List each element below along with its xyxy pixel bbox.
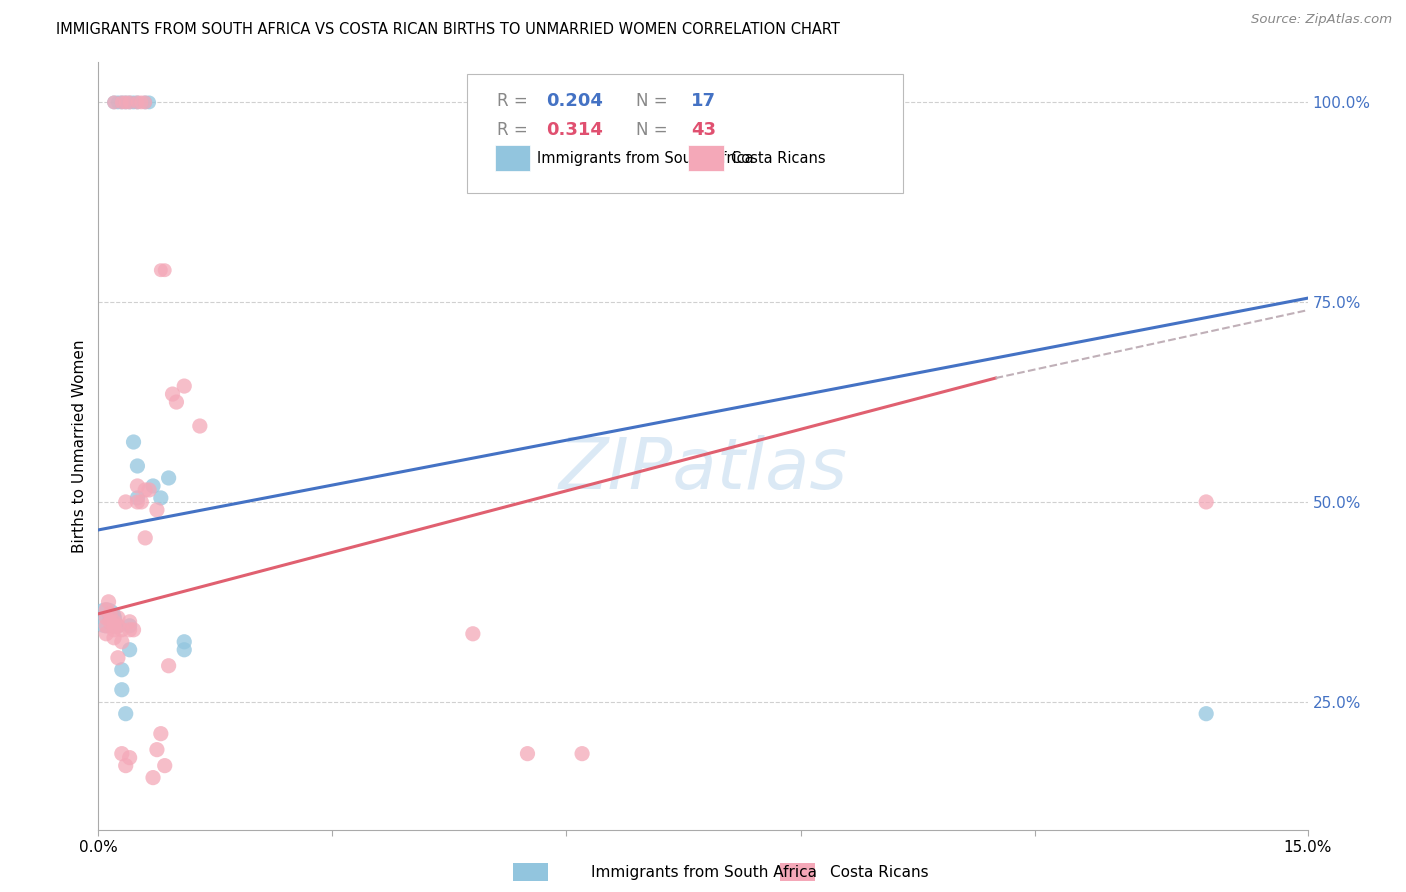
FancyBboxPatch shape [689, 145, 724, 171]
Point [114, 758, 136, 772]
Point [122, 623, 145, 637]
Point [127, 95, 149, 110]
Point [111, 747, 134, 761]
Text: 0.314: 0.314 [546, 121, 603, 139]
Point [142, 479, 165, 493]
Point [188, 419, 211, 434]
Point [122, 435, 145, 450]
Point [134, 531, 156, 545]
Point [111, 663, 134, 677]
Point [103, 631, 125, 645]
Point [127, 495, 149, 509]
Point [173, 379, 195, 393]
Text: Costa Ricans: Costa Ricans [830, 865, 928, 880]
Point [118, 95, 141, 110]
Point [1195, 706, 1218, 721]
Point [162, 387, 184, 401]
Text: Immigrants from South Africa: Immigrants from South Africa [591, 865, 817, 880]
Point [149, 726, 172, 740]
Point [1195, 495, 1218, 509]
Point [131, 495, 153, 509]
Point [111, 682, 134, 697]
Point [114, 495, 136, 509]
Point [118, 619, 141, 633]
Point [127, 491, 149, 505]
Text: Costa Ricans: Costa Ricans [731, 151, 825, 166]
Point [97, 595, 120, 609]
Point [461, 627, 484, 641]
Point [111, 634, 134, 648]
Point [96, 627, 118, 641]
Point [173, 634, 195, 648]
Text: N =: N = [637, 92, 673, 110]
Point [118, 750, 141, 764]
Point [157, 471, 180, 485]
Point [122, 95, 145, 110]
Point [134, 483, 156, 497]
Point [98, 611, 121, 625]
Point [165, 395, 187, 409]
Point [103, 619, 125, 633]
Text: IMMIGRANTS FROM SOUTH AFRICA VS COSTA RICAN BIRTHS TO UNMARRIED WOMEN CORRELATIO: IMMIGRANTS FROM SOUTH AFRICA VS COSTA RI… [56, 22, 841, 37]
Y-axis label: Births to Unmarried Women: Births to Unmarried Women [72, 339, 87, 553]
Point [103, 619, 125, 633]
Point [96, 611, 118, 625]
Point [131, 95, 153, 110]
Point [107, 619, 129, 633]
Point [111, 623, 134, 637]
Text: N =: N = [637, 121, 673, 139]
Point [146, 503, 169, 517]
Point [103, 623, 125, 637]
FancyBboxPatch shape [495, 145, 530, 171]
Point [173, 642, 195, 657]
Point [118, 615, 141, 629]
Point [118, 623, 141, 637]
Point [111, 95, 134, 110]
Point [103, 611, 125, 625]
Point [114, 95, 136, 110]
Point [96, 619, 118, 633]
Point [149, 491, 172, 505]
Point [149, 263, 172, 277]
Text: 0.204: 0.204 [546, 92, 603, 110]
FancyBboxPatch shape [467, 74, 903, 193]
Point [153, 263, 176, 277]
Point [157, 658, 180, 673]
Text: R =: R = [498, 121, 533, 139]
Point [96, 603, 118, 617]
Point [571, 747, 593, 761]
Text: R =: R = [498, 92, 533, 110]
Point [107, 95, 129, 110]
Point [107, 611, 129, 625]
Point [103, 95, 125, 110]
Point [127, 95, 149, 110]
Point [146, 742, 169, 756]
Text: ZIPatlas: ZIPatlas [558, 434, 848, 503]
Text: Source: ZipAtlas.com: Source: ZipAtlas.com [1251, 13, 1392, 27]
Text: 43: 43 [690, 121, 716, 139]
Point [118, 642, 141, 657]
Point [103, 95, 125, 110]
Text: Immigrants from South Africa: Immigrants from South Africa [537, 151, 754, 166]
Point [127, 458, 149, 473]
Point [142, 771, 165, 785]
Point [111, 95, 134, 110]
Point [114, 706, 136, 721]
Point [516, 747, 538, 761]
Point [96, 611, 118, 625]
Point [138, 483, 160, 497]
Point [118, 95, 141, 110]
Point [103, 615, 125, 629]
Point [114, 95, 136, 110]
Point [107, 650, 129, 665]
Point [127, 479, 149, 493]
Point [134, 95, 156, 110]
Point [107, 619, 129, 633]
Text: 17: 17 [690, 92, 716, 110]
Point [98, 615, 121, 629]
Point [153, 758, 176, 772]
Point [98, 607, 121, 621]
Point [138, 95, 160, 110]
Point [134, 95, 156, 110]
